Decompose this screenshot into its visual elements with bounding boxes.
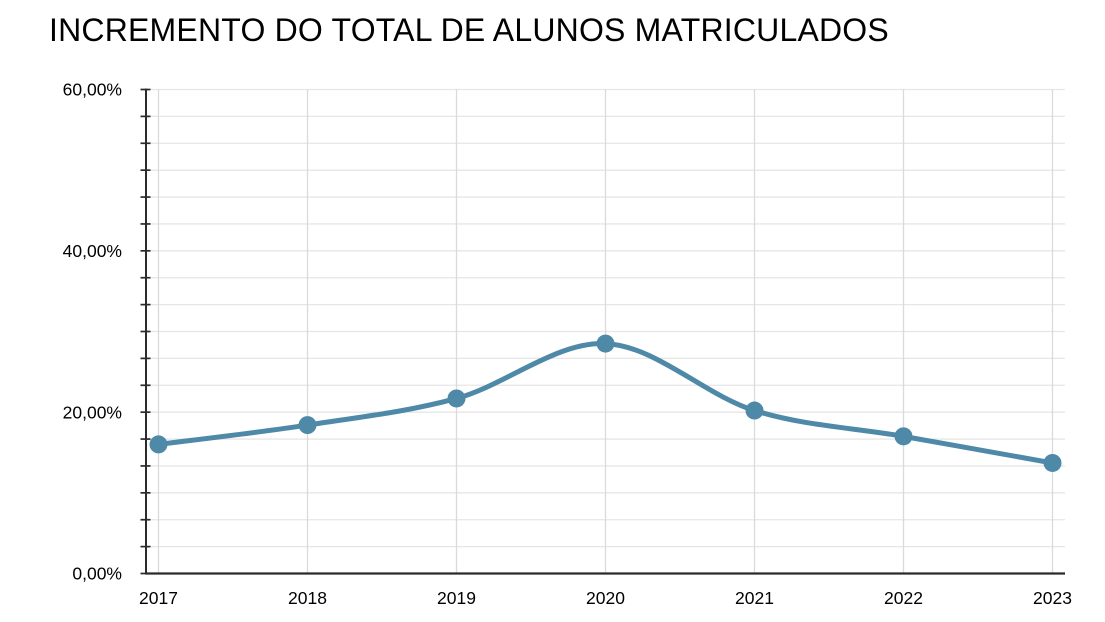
x-axis-label: 2017 xyxy=(139,588,178,608)
y-axis-labels: 0,00% 20,00% 40,00% 60,00% xyxy=(63,80,122,584)
x-axis-label: 2018 xyxy=(288,588,327,608)
x-axis-label: 2020 xyxy=(586,588,625,608)
data-point xyxy=(298,416,317,435)
x-axis-label: 2023 xyxy=(1033,588,1072,608)
y-axis-ticks xyxy=(140,88,151,575)
y-axis-label: 0,00% xyxy=(72,564,122,584)
x-axis-labels: 2017 2018 2019 2020 2021 2022 2023 xyxy=(139,588,1072,608)
x-axis-label: 2019 xyxy=(437,588,476,608)
data-points xyxy=(149,334,1062,472)
data-point xyxy=(745,401,764,420)
data-point xyxy=(149,435,168,454)
chart-title: INCREMENTO DO TOTAL DE ALUNOS MATRICULAD… xyxy=(49,12,889,48)
x-axis-label: 2022 xyxy=(884,588,923,608)
data-point xyxy=(447,389,466,408)
y-axis-label: 20,00% xyxy=(63,402,122,422)
y-axis-label: 40,00% xyxy=(63,241,122,261)
data-point xyxy=(894,427,913,446)
data-point xyxy=(596,334,615,353)
y-axis-label: 60,00% xyxy=(63,80,122,100)
data-point xyxy=(1043,453,1062,472)
x-axis-label: 2021 xyxy=(735,588,774,608)
gridlines xyxy=(146,88,1065,574)
